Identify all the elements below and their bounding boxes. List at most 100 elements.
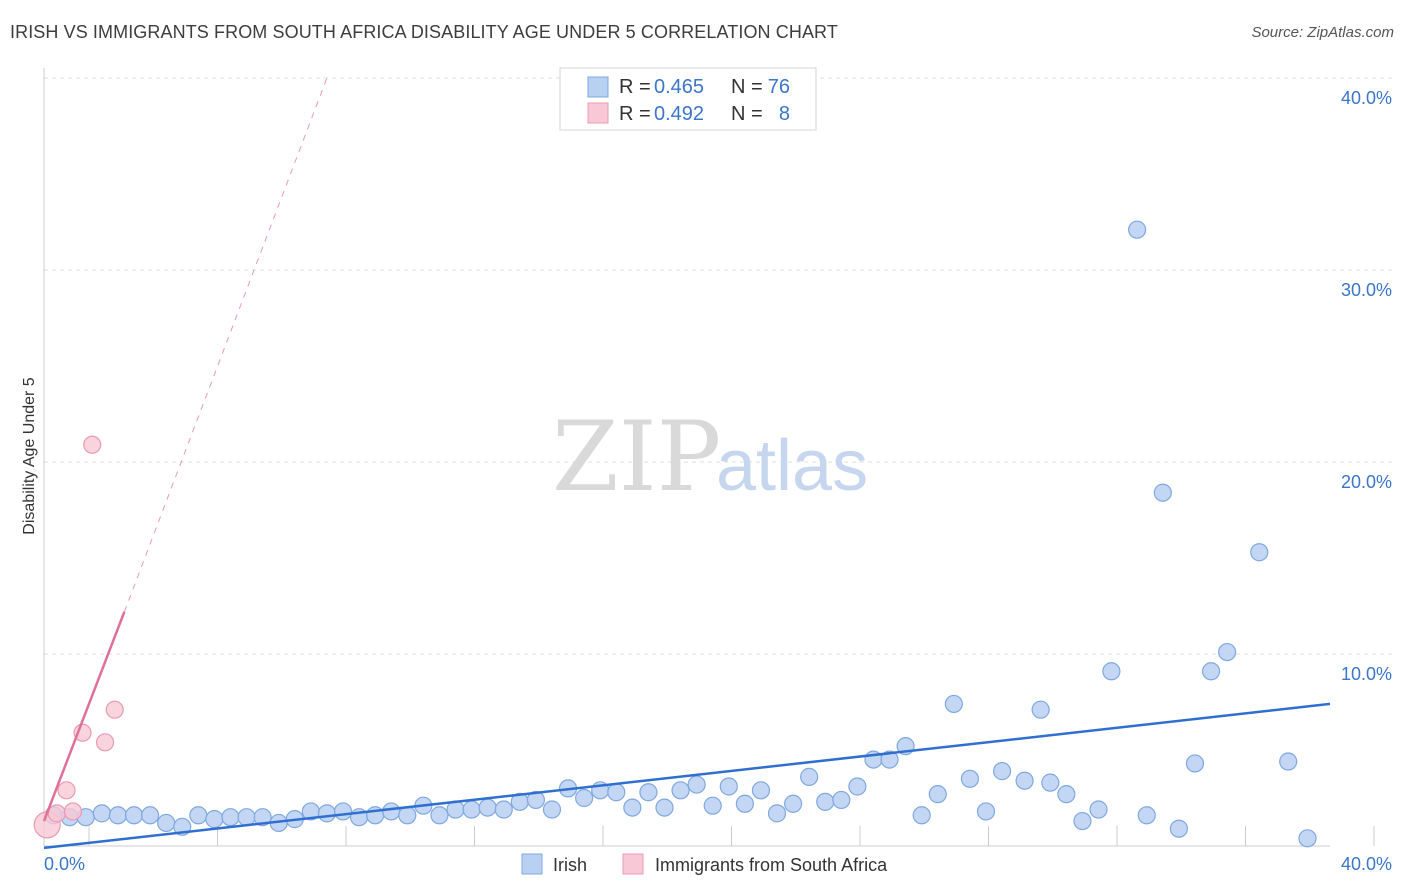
y-axis-label: Disability Age Under 5 xyxy=(21,377,38,535)
irish-point xyxy=(205,810,224,829)
legend-irish-r-label: R = xyxy=(619,76,651,98)
irish-point xyxy=(253,808,272,827)
irish-point xyxy=(398,806,417,825)
irish-point xyxy=(1218,642,1237,662)
irish-point xyxy=(880,750,899,769)
irish-point xyxy=(832,790,851,810)
series-irish xyxy=(44,220,1317,848)
irish-point xyxy=(140,806,160,825)
y-tick-label: 30.0% xyxy=(1341,280,1392,300)
legend-sa-r-label: R = xyxy=(619,103,651,125)
irish-point xyxy=(960,769,980,788)
irish-point xyxy=(1137,806,1156,825)
irish-point xyxy=(478,798,497,817)
irish-point xyxy=(735,794,754,813)
irish-point xyxy=(494,800,513,819)
irish-point xyxy=(783,794,803,813)
irish-point xyxy=(687,775,706,794)
irish-point xyxy=(1041,773,1060,792)
sa-point xyxy=(47,804,66,823)
legend-bottom: Irish Immigrants from South Africa xyxy=(521,853,888,875)
irish-point xyxy=(1057,785,1076,804)
irish-point xyxy=(526,790,545,810)
sa-point xyxy=(105,700,124,719)
legend-irish-swatch xyxy=(587,76,609,98)
legend-irish-n-value: 76 xyxy=(768,76,790,98)
irish-point xyxy=(430,806,449,825)
irish-point xyxy=(1153,483,1172,502)
irish-point xyxy=(1089,800,1108,819)
irish-point xyxy=(317,804,337,823)
irish-point xyxy=(1031,700,1050,719)
y-tick-label: 20.0% xyxy=(1341,472,1392,492)
watermark-zip: ZIP xyxy=(552,401,721,513)
irish-point xyxy=(462,800,481,819)
irish-point xyxy=(1201,662,1221,681)
irish-point xyxy=(767,804,787,823)
x-tick-label-min: 0.0% xyxy=(44,854,85,874)
sa-point xyxy=(83,435,102,454)
irish-point xyxy=(816,792,835,811)
irish-point xyxy=(221,808,240,827)
irish-point xyxy=(800,767,819,786)
trend-lines xyxy=(42,77,1331,850)
irish-point xyxy=(751,781,771,800)
legend-sa-r-value: 0.492 xyxy=(654,103,704,125)
irish-point xyxy=(108,806,128,825)
irish-point xyxy=(639,783,658,802)
irish-point xyxy=(575,788,594,808)
legend-irish-n-label: N = xyxy=(731,76,763,98)
watermark-atlas: atlas xyxy=(716,426,868,506)
irish-point xyxy=(542,800,562,819)
sa-point xyxy=(57,781,76,800)
irish-point xyxy=(719,777,738,796)
legend-sa-swatch xyxy=(587,102,609,124)
irish-point xyxy=(237,808,256,827)
series-south-africa xyxy=(33,435,124,839)
axes xyxy=(43,68,1330,847)
irish-point xyxy=(912,806,931,825)
y-tick-label: 10.0% xyxy=(1341,664,1392,684)
sa-point xyxy=(95,733,115,752)
x-tick-label-max: 40.0% xyxy=(1341,854,1392,874)
legend-sa-n-value: 8 xyxy=(779,103,790,125)
irish-point xyxy=(1102,662,1121,681)
legend-top: R = 0.465 N = 76 R = 0.492 N = 8 xyxy=(559,67,817,131)
y-tick-label: 40.0% xyxy=(1341,88,1392,108)
watermark: ZIP atlas xyxy=(552,401,868,513)
irish-point xyxy=(1250,543,1269,562)
legend-bottom-irish-swatch xyxy=(521,853,543,875)
irish-point xyxy=(703,796,722,815)
irish-point xyxy=(655,798,674,817)
irish-point xyxy=(976,802,996,821)
irish-point xyxy=(1169,819,1188,838)
irish-point xyxy=(1015,771,1034,790)
irish-point xyxy=(124,806,144,825)
legend-bottom-irish-label: Irish xyxy=(553,855,587,875)
irish-point xyxy=(189,806,208,825)
irish-point xyxy=(1185,754,1205,773)
irish-point xyxy=(1298,829,1317,848)
sa-point xyxy=(63,802,83,821)
legend-sa-n-label: N = xyxy=(731,103,763,125)
y-tick-labels: 10.0% 20.0% 30.0% 40.0% xyxy=(1341,88,1392,684)
irish-point xyxy=(382,802,401,821)
irish-point xyxy=(157,813,176,833)
legend-bottom-sa-swatch xyxy=(622,853,644,875)
source-credit: Source: ZipAtlas.com xyxy=(1251,24,1394,41)
irish-point xyxy=(1127,220,1147,239)
irish-trend-line xyxy=(43,702,1331,850)
chart-title: IRISH VS IMMIGRANTS FROM SOUTH AFRICA DI… xyxy=(10,22,838,42)
sa-trend-line xyxy=(42,611,126,822)
irish-point xyxy=(1279,752,1298,771)
irish-point xyxy=(92,804,111,823)
irish-point xyxy=(623,798,642,817)
irish-point xyxy=(848,777,867,796)
grid-lines xyxy=(44,77,1392,655)
irish-point xyxy=(928,785,947,804)
legend-irish-r-value: 0.465 xyxy=(654,76,704,98)
irish-point xyxy=(333,802,353,821)
irish-point xyxy=(671,781,690,800)
irish-point xyxy=(1073,811,1092,831)
